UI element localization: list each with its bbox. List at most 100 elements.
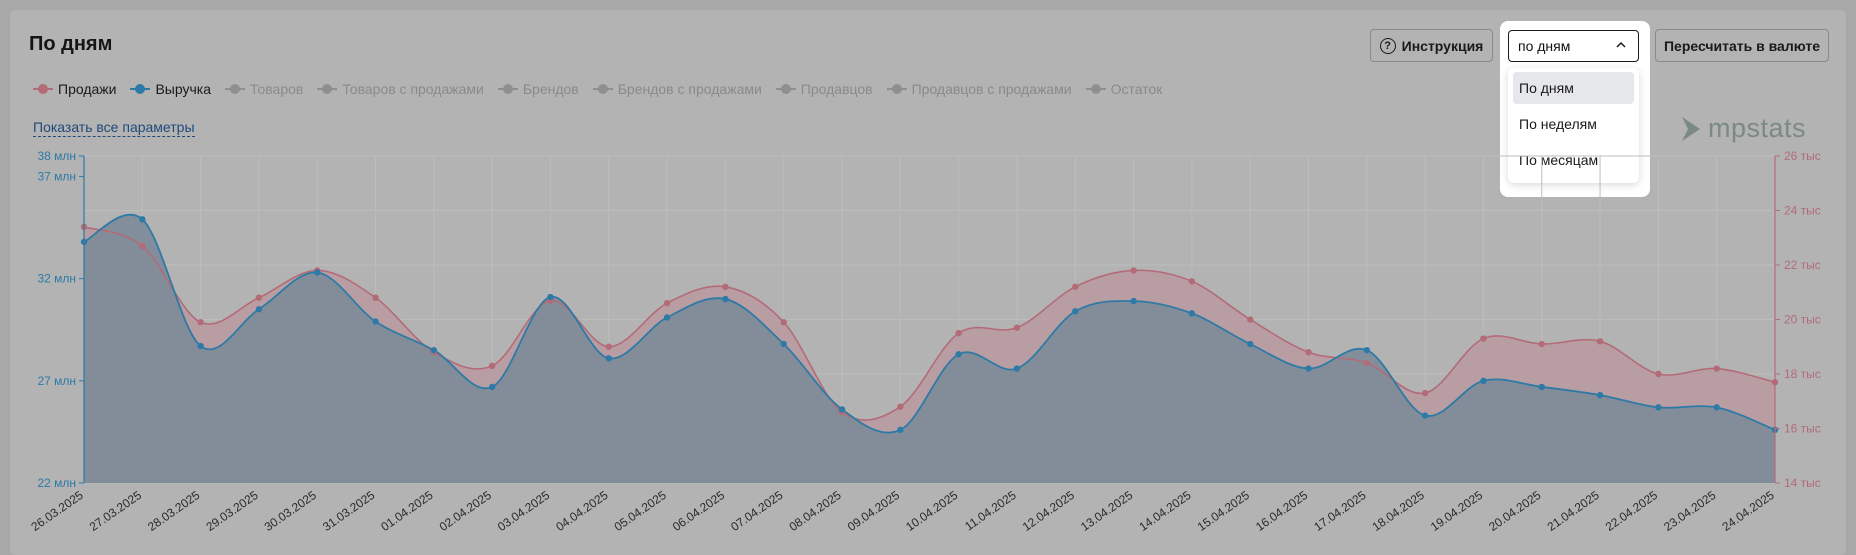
x-tick-label: 27.03.2025 [87, 488, 144, 534]
revenue-point [372, 318, 379, 325]
revenue-point [605, 355, 612, 362]
x-tick-label: 24.04.2025 [1719, 488, 1776, 534]
revenue-point [430, 346, 438, 354]
revenue-point [197, 342, 204, 350]
sales-point [139, 242, 146, 250]
revenue-point [1130, 297, 1137, 305]
y-right-tick-label: 24 тыс [1784, 204, 1821, 218]
x-tick-label: 15.04.2025 [1195, 488, 1252, 534]
y-right-tick-label: 22 тыс [1784, 258, 1821, 272]
sales-point [1480, 335, 1487, 342]
x-tick-label: 18.04.2025 [1370, 488, 1427, 534]
sales-point [1363, 359, 1371, 367]
sales-point [1013, 324, 1021, 331]
legend-item[interactable]: Продавцов [775, 81, 873, 97]
x-tick-label: 31.03.2025 [320, 488, 377, 534]
logo-icon [1682, 116, 1700, 141]
revenue-point [1363, 346, 1371, 354]
period-menu: По дням По неделям По месяцам [1508, 68, 1639, 183]
x-tick-label: 08.04.2025 [787, 488, 844, 534]
legend-item[interactable]: Товаров с продажами [317, 81, 484, 97]
period-option-days[interactable]: По дням [1513, 72, 1634, 104]
revenue-point [1188, 310, 1196, 317]
y-left-tick-label: 22 млн [37, 476, 76, 490]
legend-label: Брендов с продажами [617, 81, 762, 97]
sales-point [722, 283, 729, 290]
sales-point [1130, 267, 1137, 274]
sales-point [605, 343, 612, 350]
legend-item[interactable]: Выручка [130, 81, 211, 97]
revenue-point [663, 314, 671, 321]
legend-marker-icon [130, 84, 151, 94]
x-tick-label: 07.04.2025 [728, 488, 785, 534]
x-tick-label: 30.03.2025 [262, 488, 319, 534]
x-tick-label: 04.04.2025 [553, 488, 610, 534]
sales-point [1538, 340, 1545, 348]
legend-item[interactable]: Брендов [497, 81, 579, 97]
period-select-value: по дням [1518, 38, 1571, 54]
x-tick-label: 29.03.2025 [203, 488, 260, 534]
x-tick-label: 09.04.2025 [845, 488, 902, 534]
legend-label: Брендов [522, 81, 579, 97]
sales-point [1421, 389, 1429, 397]
show-all-params-link[interactable]: Показать все параметры [33, 119, 195, 137]
legend-item[interactable]: Брендов с продажами [592, 81, 762, 97]
instruction-label: Инструкция [1401, 37, 1484, 54]
x-tick-label: 21.04.2025 [1545, 488, 1602, 534]
chevron-up-icon [1616, 41, 1626, 48]
revenue-point [955, 351, 962, 358]
legend-label: Остаток [1110, 81, 1163, 97]
revenue-point [547, 293, 554, 301]
legend-marker-icon [1085, 84, 1106, 94]
chart-legend: Продажи Выручка Товаров Товаров с продажами… [33, 81, 1162, 97]
legend-marker-icon [497, 84, 518, 94]
x-tick-label: 10.04.2025 [903, 488, 960, 534]
x-tick-label: 11.04.2025 [962, 488, 1019, 534]
x-tick-label: 16.04.2025 [1253, 488, 1310, 534]
period-select[interactable]: по дням [1508, 30, 1639, 62]
legend-marker-icon [317, 84, 338, 94]
revenue-point [1247, 340, 1254, 348]
recalc-currency-button[interactable]: Пересчитать в валюте [1655, 29, 1829, 62]
revenue-point [897, 426, 904, 434]
legend-item[interactable]: Продажи [33, 81, 116, 97]
sales-point [255, 294, 263, 301]
x-tick-label: 13.04.2025 [1078, 488, 1135, 534]
legend-marker-icon [592, 84, 613, 94]
legend-marker-icon [33, 84, 53, 94]
question-circle-icon: ? [1379, 37, 1396, 54]
y-left-tick-label: 27 млн [37, 374, 76, 388]
y-left-tick-label: 37 млн [37, 169, 76, 183]
legend-marker-icon [886, 84, 907, 94]
revenue-point [488, 383, 496, 391]
sales-point [1596, 338, 1604, 345]
mpstats-logo: mpstats [1680, 113, 1806, 144]
legend-label: Выручка [155, 81, 212, 97]
legend-label: Продавцов с продажами [911, 81, 1072, 97]
revenue-point [314, 269, 321, 276]
legend-label: Продажи [58, 81, 117, 97]
period-dropdown: по дням По дням По неделям По месяцам [1500, 21, 1650, 197]
sales-point [1188, 278, 1196, 285]
revenue-point [1072, 308, 1079, 315]
sales-point [897, 403, 904, 410]
x-tick-label: 06.04.2025 [670, 488, 727, 534]
revenue-point [838, 406, 846, 413]
y-right-tick-label: 26 тыс [1784, 149, 1821, 163]
revenue-point [255, 306, 263, 313]
legend-item[interactable]: Продавцов с продажами [886, 81, 1072, 97]
logo-text: mpstats [1708, 113, 1807, 143]
y-right-tick-label: 18 тыс [1784, 367, 1821, 381]
sales-point [488, 362, 496, 370]
legend-marker-icon [225, 84, 246, 94]
legend-item[interactable]: Остаток [1085, 81, 1163, 97]
y-left-tick-label: 32 млн [37, 272, 76, 286]
sales-point [1305, 349, 1312, 356]
x-tick-label: 28.03.2025 [145, 488, 202, 534]
revenue-point [1538, 383, 1545, 391]
legend-item[interactable]: Товаров [225, 81, 303, 97]
period-option-weeks[interactable]: По неделям [1519, 116, 1597, 132]
instruction-button[interactable]: ? Инструкция [1370, 29, 1493, 62]
x-tick-label: 01.04.2025 [378, 488, 435, 534]
